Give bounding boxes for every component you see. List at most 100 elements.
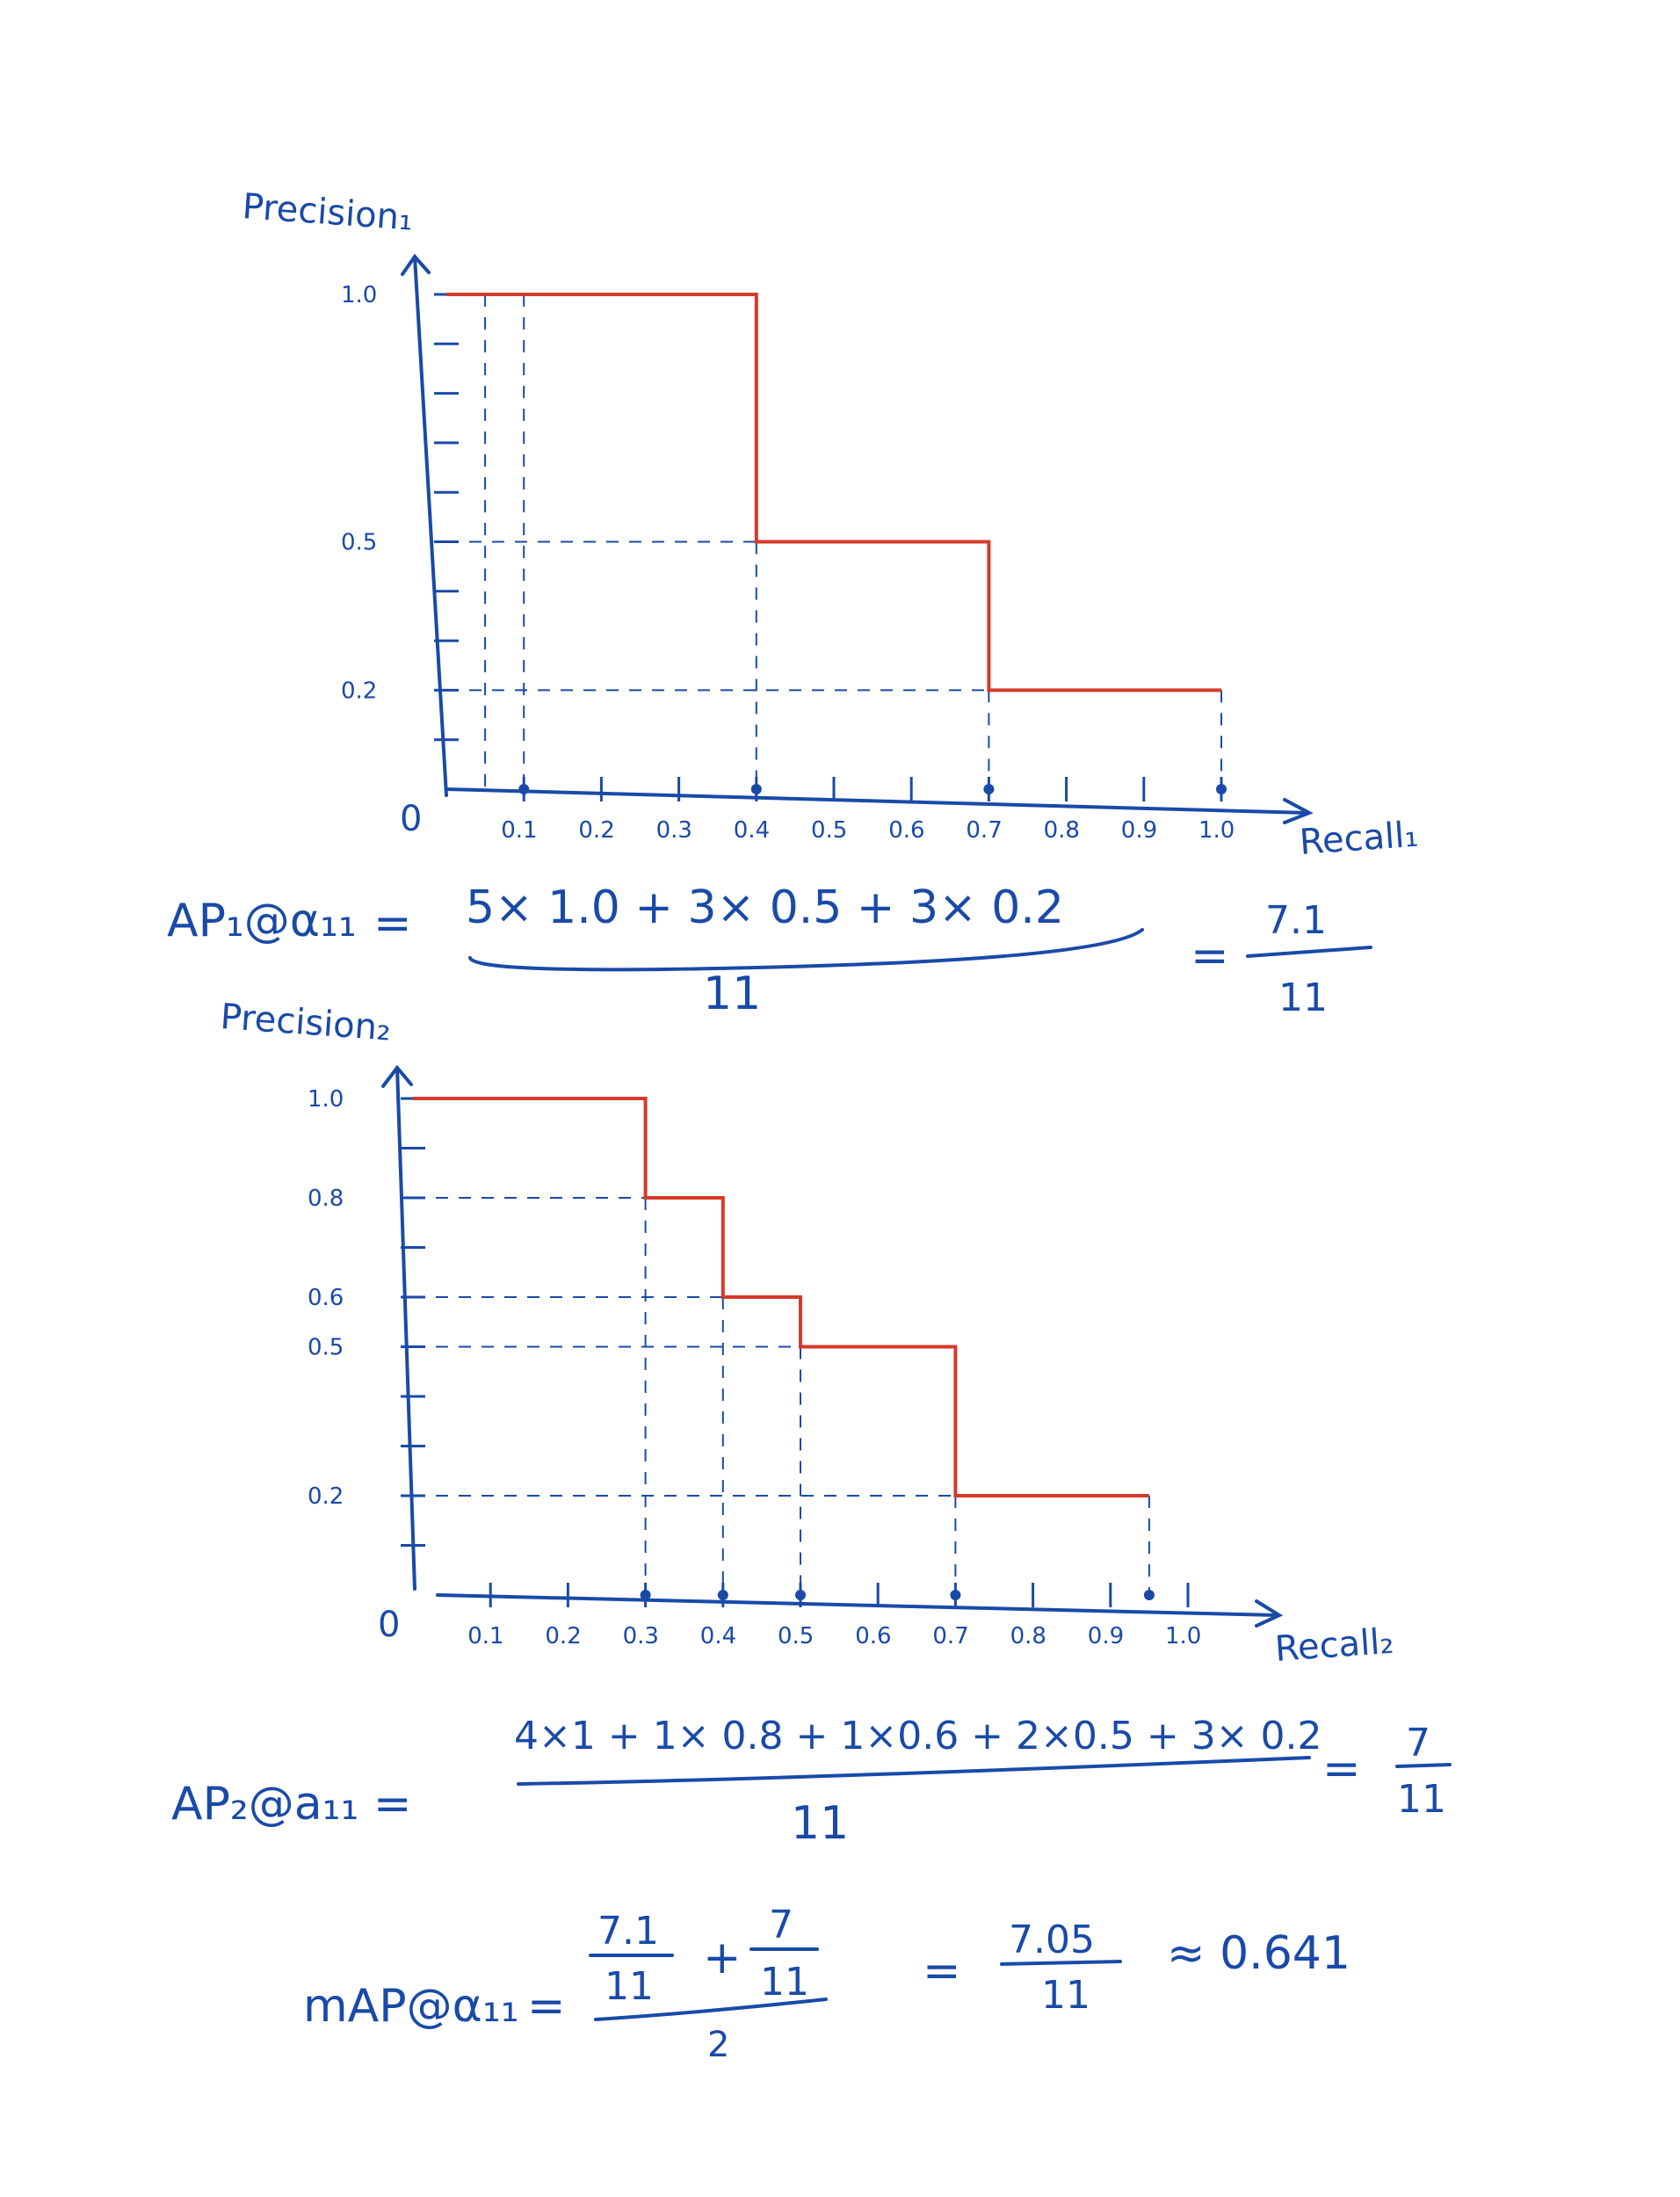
chart1-recall-markers [518, 784, 1227, 794]
chart1-origin-label: 0 [400, 799, 422, 839]
ap1-result-equals: = [1191, 930, 1229, 982]
recall-marker-dot [950, 1590, 961, 1600]
x-tick-label: 0.1 [467, 1623, 503, 1650]
chart1-axes [401, 253, 1314, 824]
recall-marker-dot [750, 784, 762, 794]
y-tick-label: 0.6 [308, 1285, 344, 1311]
chart2-x-title: Recall₂ [1273, 1621, 1394, 1670]
x-tick-label: 0.9 [1088, 1623, 1124, 1650]
y-tick-label: 1.0 [341, 282, 377, 308]
recall-marker-dot [795, 1590, 806, 1600]
x-tick-label: 0.3 [656, 817, 692, 844]
recall-marker-dot [1216, 784, 1227, 794]
y-tick-label: 0.2 [308, 1483, 344, 1510]
ap2-result-equals: = [1322, 1743, 1361, 1795]
x-tick-label: 0.8 [1010, 1623, 1046, 1650]
ap1-denominator: 11 [703, 968, 761, 1020]
ap1-equation: AP₁@α₁₁ = 5× 1.0 + 3× 0.5 + 3× 0.2 11 = … [167, 881, 1372, 1020]
chart2-y-title: Precision₂ [219, 997, 392, 1048]
chart1-y-ticks: 1.0 0.5 0.2 [341, 282, 459, 742]
ap2-lhs: AP₂@a₁₁ = [171, 1778, 411, 1831]
recall-marker-dot [1143, 1590, 1155, 1600]
x-tick-label: 0.8 [1044, 817, 1080, 844]
ap1-equals: = [373, 897, 412, 950]
y-tick-label: 0.2 [341, 678, 377, 704]
y-tick-label: 0.5 [341, 530, 377, 556]
map-result-equals: = [923, 1945, 961, 1998]
y-tick-label: 1.0 [308, 1086, 344, 1113]
map-result-numerator: 7.05 [1009, 1918, 1095, 1962]
x-tick-label: 0.4 [700, 1623, 736, 1650]
map-frac1-denominator: 11 [605, 1964, 654, 2009]
chart1-x-ticks: 0.1 0.2 0.3 0.4 0.5 0.6 0.7 0.8 0.9 1.0 [501, 777, 1235, 844]
chart1-step-curve [446, 293, 1221, 692]
ap1-fraction-bar [468, 928, 1144, 972]
recall-marker-dot [640, 1590, 651, 1600]
chart2-axes [381, 1064, 1284, 1628]
x-tick-label: 0.4 [734, 817, 770, 844]
map-frac2-denominator: 11 [760, 1960, 809, 2005]
interpolated-precision-curve [413, 1097, 1149, 1497]
chart2-y-arrow [381, 1064, 413, 1088]
map-lhs: mAP@α₁₁ [303, 1980, 519, 2033]
ap1-lhs: AP₁@α₁₁ [167, 895, 357, 947]
map-frac2-numerator: 7 [769, 1903, 793, 1947]
x-tick-label: 0.6 [888, 817, 924, 844]
ap2-result-denominator: 11 [1397, 1777, 1446, 1822]
x-tick-label: 0.5 [778, 1623, 814, 1650]
chart2-x-arrow [1255, 1599, 1284, 1628]
chart-precision-recall-2: 1.0 0.8 0.6 0.5 0.2 0.1 0.2 0.3 0.4 0.5 0.6 0.7 0.8… [219, 997, 1394, 1670]
x-tick-label: 1.0 [1198, 817, 1235, 844]
ap2-result-numerator: 7 [1406, 1721, 1430, 1766]
interpolated-precision-curve [446, 293, 1221, 692]
x-tick-label: 0.5 [811, 817, 847, 844]
ap2-denominator: 11 [791, 1797, 849, 1850]
ap1-result-numerator: 7.1 [1265, 898, 1327, 943]
map-plus: + [703, 1932, 742, 1984]
chart2-guide-lines [413, 1197, 1150, 1595]
x-tick-label: 0.2 [578, 817, 614, 844]
y-tick-label: 0.8 [308, 1186, 344, 1212]
x-tick-label: 0.1 [501, 817, 537, 844]
x-tick-label: 0.2 [545, 1623, 581, 1650]
chart2-step-curve [413, 1097, 1149, 1497]
map-frac1-numerator: 7.1 [597, 1909, 659, 1954]
map-main-fraction-bar [594, 1998, 828, 2021]
ap1-numerator: 5× 1.0 + 3× 0.5 + 3× 0.2 [466, 881, 1064, 934]
recall-marker-dot [717, 1590, 728, 1600]
x-tick-label: 0.7 [966, 817, 1002, 844]
ap2-fraction-bar [517, 1756, 1311, 1786]
chart1-x-arrow [1283, 798, 1314, 824]
chart1-y-title: Precision₁ [241, 186, 414, 238]
x-tick-label: 0.9 [1121, 817, 1157, 844]
y-tick-label: 0.5 [308, 1335, 344, 1361]
chart1-y-axis [413, 255, 448, 797]
map-equals: = [527, 1980, 566, 2033]
chart-precision-recall-1: 1.0 0.5 0.2 0.1 0.2 0.3 0.4 0.5 0.6 0.7 0.8 0.9 1.0… [241, 186, 1419, 863]
chart1-y-arrow [401, 253, 431, 276]
x-tick-label: 0.3 [623, 1623, 659, 1650]
recall-marker-dot [983, 784, 995, 794]
map-result-denominator: 11 [1041, 1973, 1090, 2018]
map-equation: mAP@α₁₁ = 7.1 11 + 7 11 2 = 7.05 11 ≈ 0.… [303, 1903, 1351, 2065]
chart2-recall-markers [640, 1590, 1155, 1600]
chart2-x-ticks: 0.1 0.2 0.3 0.4 0.5 0.6 0.7 0.8 0.9 1.0 [467, 1583, 1201, 1650]
ap2-equation: AP₂@a₁₁ = 4×1 + 1× 0.8 + 1×0.6 + 2×0.5 +… [171, 1714, 1452, 1850]
map-result-bar [1000, 1960, 1122, 1966]
chart2-y-ticks: 1.0 0.8 0.6 0.5 0.2 [308, 1086, 425, 1547]
x-tick-label: 1.0 [1165, 1623, 1201, 1650]
x-tick-label: 0.6 [855, 1623, 891, 1650]
recall-marker-dot [518, 784, 530, 794]
chart1-x-title: Recall₁ [1298, 815, 1419, 863]
chart2-x-axis [436, 1593, 1279, 1617]
map-approx-result: ≈ 0.641 [1167, 1927, 1351, 1980]
ap1-result-denominator: 11 [1278, 975, 1328, 1020]
chart1-x-axis [445, 787, 1309, 815]
chart2-y-axis [395, 1066, 416, 1591]
map-denominator: 2 [707, 2025, 729, 2065]
ap1-result-bar [1246, 946, 1372, 958]
x-tick-label: 0.7 [932, 1623, 968, 1650]
chart2-origin-label: 0 [378, 1605, 400, 1645]
ap2-numerator: 4×1 + 1× 0.8 + 1×0.6 + 2×0.5 + 3× 0.2 [514, 1714, 1322, 1758]
